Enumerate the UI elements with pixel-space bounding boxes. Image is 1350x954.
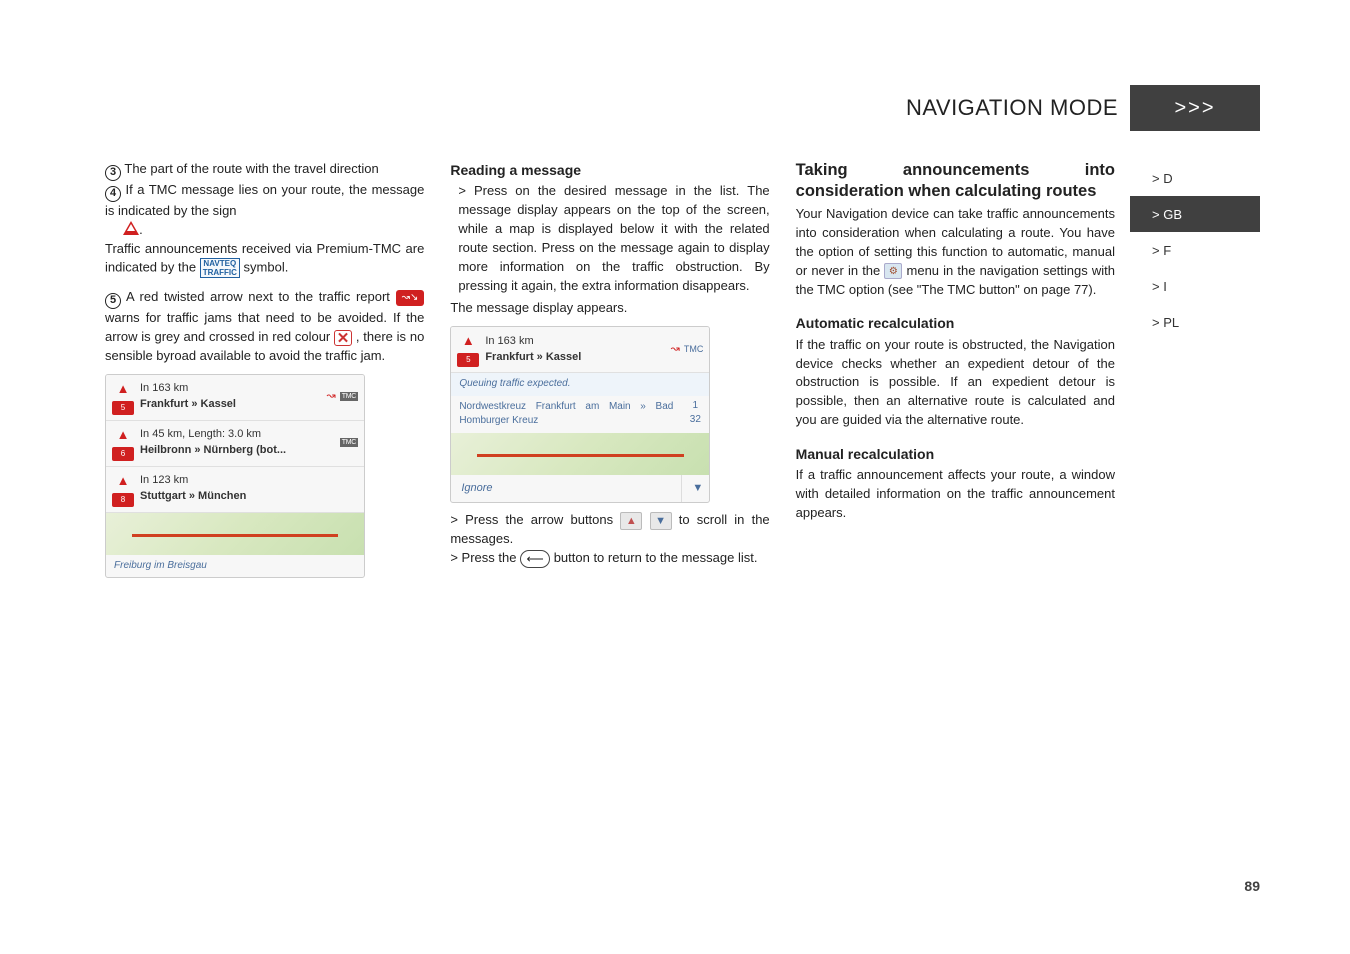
auto-recalc-para: If the traffic on your route is obstruct…: [796, 336, 1115, 430]
route-badge: 5: [457, 353, 479, 367]
premium-tmc-para: Traffic announcements received via Premi…: [105, 240, 424, 279]
circle-4-icon: 4: [105, 186, 121, 202]
sidebar-item-d[interactable]: > D: [1130, 160, 1260, 196]
settings-gear-icon: ⚙: [884, 263, 902, 279]
auto-recalc-heading: Automatic recalculation: [796, 313, 1115, 333]
header-arrows-box: >>>: [1130, 85, 1260, 131]
route-badge: 8: [112, 493, 134, 507]
route-badge: 6: [112, 447, 134, 461]
row-text: In 163 km Frankfurt » Kassel: [134, 381, 323, 413]
reading-message-p1: > Press on the desired message in the li…: [450, 182, 769, 295]
back-button-text-b: button to return to the message list.: [554, 550, 758, 565]
arrow-buttons-text-a: > Press the arrow buttons: [450, 512, 620, 527]
up-arrow-button-icon: ▲: [620, 512, 642, 530]
ignore-label: Ignore: [451, 475, 681, 503]
tmc-icon: TMC: [340, 389, 358, 405]
sidebar-item-gb[interactable]: > GB: [1130, 196, 1260, 232]
traffic-list-mockup: ▲ 5 In 163 km Frankfurt » Kassel ↝ TMC ▲…: [105, 374, 365, 578]
page-header: NAVIGATION MODE >>>: [100, 85, 1260, 131]
column-2: Reading a message > Press on the desired…: [450, 160, 769, 578]
warning-icon: ▲: [112, 426, 134, 445]
column-3: Taking announcements into consideration …: [796, 160, 1115, 578]
sidebar-item-pl[interactable]: > PL: [1130, 304, 1260, 340]
row-km: In 163 km: [140, 381, 323, 397]
back-button-text-a: > Press the: [450, 550, 520, 565]
circle-3-icon: 3: [105, 165, 121, 181]
down-arrow-icon: ▼: [681, 475, 709, 503]
route-badge: 5: [112, 401, 134, 415]
header-title: NAVIGATION MODE: [100, 85, 1130, 131]
map-route-line: [477, 454, 683, 457]
language-sidebar: > D > GB > F > I > PL: [1130, 160, 1260, 340]
traffic-list-row: ▲ 5 In 163 km Frankfurt » Kassel ↝ TMC: [106, 375, 364, 421]
manual-recalc-para: If a traffic announcement affects your r…: [796, 466, 1115, 523]
sidebar-item-i[interactable]: > I: [1130, 268, 1260, 304]
sidebar-item-f[interactable]: > F: [1130, 232, 1260, 268]
twisted-arrow-icon: ↝↘: [396, 290, 425, 307]
warning-icon: ▲: [457, 332, 479, 351]
content-columns: 3 The part of the route with the travel …: [105, 160, 1115, 578]
row-dest: Frankfurt » Kassel: [485, 350, 666, 366]
map-footer: Freiburg im Breisgau: [106, 555, 364, 578]
traffic-list-row: ▲ 8 In 123 km Stuttgart » München: [106, 467, 364, 513]
reading-message-p2: The message display appears.: [450, 299, 769, 318]
row-dest: Frankfurt » Kassel: [140, 397, 323, 413]
down-arrow-button-icon: ▼: [650, 512, 672, 530]
row-km: In 123 km: [140, 473, 358, 489]
row-dest: Stuttgart » München: [140, 489, 358, 505]
item-4-text: If a TMC message lies on your route, the…: [105, 182, 424, 218]
row-km: In 163 km: [485, 334, 666, 350]
back-button-para: > Press the ⟵ button to return to the me…: [450, 549, 769, 568]
traffic-list-row: ▲ 6 In 45 km, Length: 3.0 km Heilbronn »…: [106, 421, 364, 467]
item-4: 4 If a TMC message lies on your route, t…: [105, 181, 424, 240]
row-km: In 45 km, Length: 3.0 km: [140, 427, 340, 443]
item-5: 5 A red twisted arrow next to the traffi…: [105, 288, 424, 366]
row-text: In 163 km Frankfurt » Kassel: [479, 334, 666, 366]
arrow-buttons-para: > Press the arrow buttons ▲ ▼ to scroll …: [450, 511, 769, 549]
jam-icon: ↝: [667, 342, 684, 358]
message-line1: Queuing traffic expected.: [451, 373, 709, 396]
taking-announcements-para: Your Navigation device can take traffic …: [796, 205, 1115, 299]
message-count: 1 32: [681, 396, 709, 433]
message-header-row: ▲ 5 In 163 km Frankfurt » Kassel ↝ TMC: [451, 327, 709, 373]
jam-icon: ↝: [323, 389, 340, 405]
map-strip: [451, 433, 709, 475]
column-1: 3 The part of the route with the travel …: [105, 160, 424, 578]
map-route-line: [132, 534, 338, 537]
warning-icon: ▲: [112, 472, 134, 491]
item-5-text-a: A red twisted arrow next to the traffic …: [126, 289, 396, 304]
warning-triangle-icon: [123, 221, 139, 235]
circle-5-icon: 5: [105, 293, 121, 309]
row-text: In 45 km, Length: 3.0 km Heilbronn » Nür…: [134, 427, 340, 459]
page-number: 89: [1244, 878, 1260, 894]
warning-icon: ▲: [112, 380, 134, 399]
map-strip: [106, 513, 364, 555]
back-button-icon: ⟵: [520, 550, 550, 568]
row-dest: Heilbronn » Nürnberg (bot...: [140, 443, 340, 459]
premium-tmc-text-b: symbol.: [244, 260, 289, 275]
item-3-text: The part of the route with the travel di…: [124, 161, 378, 176]
reading-message-heading: Reading a message: [450, 160, 769, 180]
message-line2: Nordwestkreuz Frankfurt am Main » Bad Ho…: [451, 396, 681, 433]
item-3: 3 The part of the route with the travel …: [105, 160, 424, 181]
message-display-mockup: ▲ 5 In 163 km Frankfurt » Kassel ↝ TMC Q…: [450, 326, 710, 503]
manual-recalc-heading: Manual recalculation: [796, 444, 1115, 464]
message-bottom-row: Ignore ▼: [451, 475, 709, 503]
navteq-logo-icon: NAVTEQ TRAFFIC: [200, 258, 240, 278]
row-text: In 123 km Stuttgart » München: [134, 473, 358, 505]
tmc-icon: TMC: [340, 435, 358, 451]
taking-announcements-heading: Taking announcements into consideration …: [796, 160, 1115, 201]
cross-icon: ✕: [334, 330, 352, 346]
